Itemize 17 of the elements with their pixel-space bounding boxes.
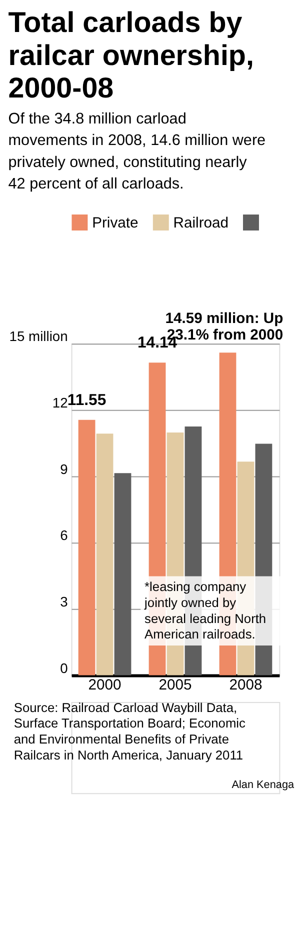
source-note: Source: Railroad Carload Waybill Data, Surface Transportation Board; Economic and Environmental Benefits of Private Railcars in North America, January 2011: [14, 700, 246, 762]
legend-label: Private: [92, 215, 138, 232]
data-label: 11.55: [67, 392, 106, 410]
legend-label: Railroad: [173, 215, 229, 232]
y-tick-label: 12: [52, 394, 68, 410]
chart-subtitle: Of the 34.8 million carload movements in 2008, 14.6 million were privately owned, constituting nearly 42 percent of all carloads.: [8, 110, 266, 193]
x-tick-label: 2005: [158, 678, 192, 694]
y-tick-label: 9: [60, 460, 68, 477]
chart-title: Total carloads by railcar ownership, 2000-08: [8, 7, 254, 105]
y-tick-label: 15 million: [9, 328, 68, 344]
x-tick-label: 2000: [88, 678, 122, 694]
y-tick-label: 3: [60, 593, 68, 610]
text: Alan Kenaga: [232, 779, 295, 792]
y-tick-label: 6: [60, 527, 68, 544]
y-tick-label: 0: [60, 660, 68, 676]
annotation: *leasing company jointly owned by several leading North American railroads.: [144, 579, 266, 642]
x-tick-label: 2008: [229, 678, 262, 694]
